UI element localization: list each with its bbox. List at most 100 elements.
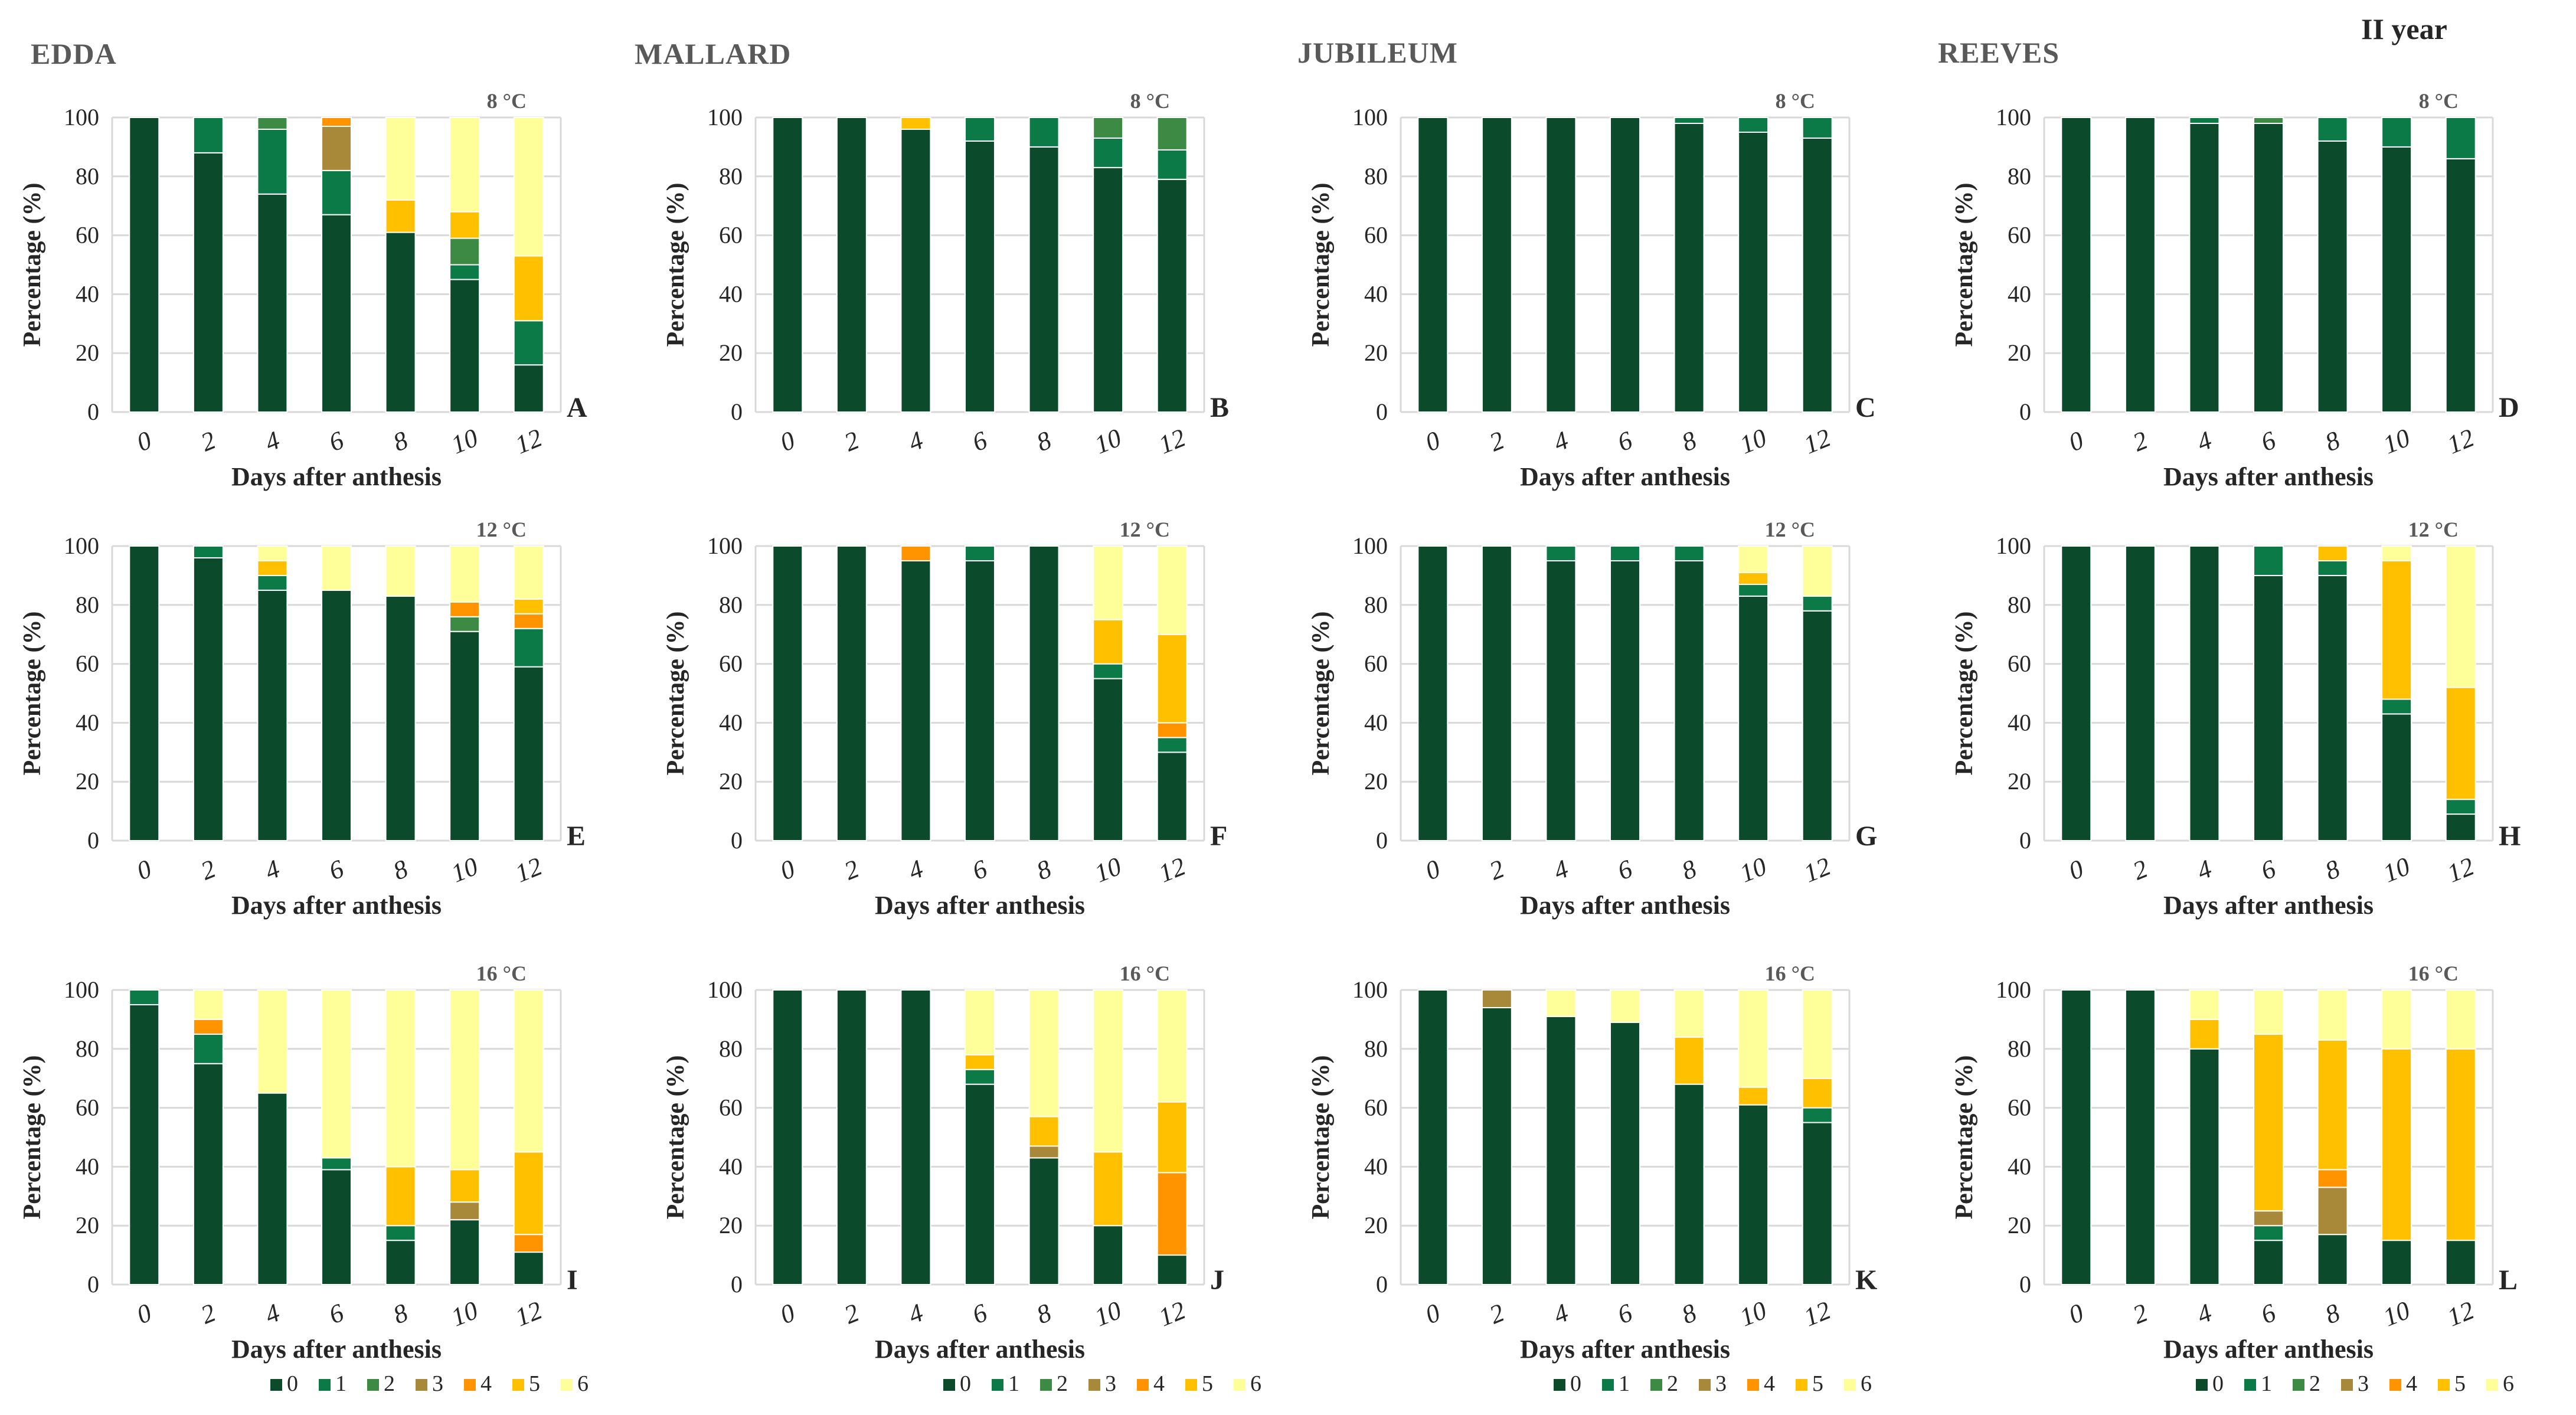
panel-letter: I [567,1264,578,1296]
x-tick-label: 2 [197,1298,220,1330]
x-tick-label: 2 [2129,1298,2152,1330]
chart-panel-h: 0 20 40 60 80 100 0 2 4 6 8 10 12 Days after anthesis… [1951,518,2521,920]
y-tick-label: 0 [87,1271,99,1298]
cultivar-title-reeves: REEVES [1938,36,2060,69]
y-axis-label: Percentage (%) [1951,612,1978,776]
bar-segment-day10-score2 [449,616,480,632]
y-tick-label: 60 [76,222,99,249]
y-tick-label: 60 [2008,651,2031,677]
bar-segment-day6-score1 [2253,545,2284,576]
legend-label: 2 [384,1371,395,1396]
bar-segment-day8-score1 [1673,117,1705,124]
bar-segment-day6-score6 [321,989,352,1159]
bar-segment-day10-score0 [1738,1104,1769,1285]
x-tick-label: 6 [325,1298,348,1330]
bar-segment-day12-score1 [2445,799,2476,815]
bar-segment-day10-score1 [1738,117,1769,133]
bar-segment-day12-score1 [1802,595,1833,612]
y-tick-label: 20 [76,339,99,366]
legend-label: 0 [960,1371,971,1396]
y-axis-label: Percentage (%) [19,612,46,776]
bar-segment-day2-score0 [836,117,867,413]
bar-segment-day4-score1 [2189,117,2220,124]
temperature-label: 8 °C [2419,89,2459,113]
figure-label: II year [2361,12,2447,45]
bar-segment-day6-score4 [321,117,352,127]
x-tick-label: 0 [776,1298,799,1330]
x-axis-label: Days after anthesis [231,462,442,491]
bar-segment-day12-score0 [1802,137,1833,413]
x-tick-label: 8 [1032,426,1055,457]
bar-segment-day12-score5 [1156,633,1188,724]
y-axis-label: Percentage (%) [1307,612,1335,776]
bar-segment-day10-score0 [449,630,480,841]
x-tick-label: 2 [1485,426,1508,457]
x-tick-label: 4 [1549,854,1573,886]
y-tick-label: 20 [76,1212,99,1238]
bar-segment-day8-score5 [1673,1036,1705,1085]
y-tick-label: 0 [2019,398,2031,425]
bar-segment-day8-score5 [385,1166,416,1227]
y-tick-label: 60 [1364,651,1388,677]
bar-segment-day10-score6 [1093,989,1124,1153]
bar-segment-day8-score5 [2317,1039,2348,1171]
x-tick-label: 8 [1678,1298,1701,1330]
bar-segment-day10-score1 [1738,583,1769,597]
legend-label: 2 [1057,1371,1068,1396]
legend-label: 6 [1250,1371,1261,1396]
bar-segment-day8-score0 [1028,545,1060,841]
bar-segment-day10-score2 [449,237,480,266]
bar-segment-day12-score5 [513,598,544,615]
bar-segment-day8-score1 [1028,117,1060,148]
bar-segment-day12-score5 [1802,1077,1833,1109]
y-axis-label: Percentage (%) [662,1055,689,1220]
y-tick-label: 80 [76,1035,99,1062]
bar-segment-day12-score6 [513,545,544,600]
legend-swatch [561,1379,573,1391]
bar-segment-day6-score6 [2253,989,2284,1035]
x-tick-label: 6 [1613,854,1636,886]
y-tick-label: 20 [1364,768,1388,795]
bar-segment-day12-score1 [1802,1107,1833,1123]
bar-segment-day4-score0 [900,560,931,841]
bar-segment-day10-score5 [1738,1086,1769,1106]
bar-segment-day8-score3 [1028,1145,1060,1159]
y-tick-label: 80 [2008,1035,2031,1062]
bar-segment-day4-score0 [900,128,931,413]
chart-panel-a: 0 20 40 60 80 100 0 2 4 6 8 10 12 Days after anthesis… [19,89,587,491]
legend-swatch [1185,1379,1197,1391]
y-tick-label: 20 [2008,768,2031,795]
x-tick-label: 2 [197,854,220,886]
y-tick-label: 0 [1376,1271,1388,1298]
y-tick-label: 40 [2008,1153,2031,1179]
x-axis-label: Days after anthesis [875,891,1085,920]
legend: 0 1 2 3 4 5 6 [270,1371,589,1396]
panel-letter: E [567,821,586,852]
bar-segment-day10-score6 [2381,545,2412,561]
bar-segment-day4-score5 [257,560,288,576]
bar-segment-day12-score0 [1156,1254,1188,1286]
y-tick-label: 60 [719,222,743,249]
panel-letter: A [567,392,587,423]
y-tick-label: 100 [707,976,743,1003]
legend-label: 5 [1202,1371,1213,1396]
chart-panel-i: 0 20 40 60 80 100 0 2 4 6 8 10 12 Days after anthesis… [19,962,578,1364]
bar-segment-day0-score0 [772,989,803,1285]
x-axis-label: Days after anthesis [1520,891,1730,920]
bar-segment-day12-score5 [2445,1048,2476,1241]
x-tick-label: 0 [1421,426,1444,457]
x-tick-label: 10 [1735,423,1770,460]
x-tick-label: 12 [2443,852,2478,888]
bar-segment-day12-score0 [2445,158,2476,413]
bar-segment-day10-score5 [1093,619,1124,665]
bar-segment-day10-score1 [1093,137,1124,168]
legend-swatch [1699,1379,1711,1391]
x-tick-label: 12 [1155,852,1189,888]
legend-swatch [319,1379,331,1391]
y-tick-label: 40 [2008,709,2031,736]
legend-label: 1 [1619,1371,1630,1396]
y-axis-label: Percentage (%) [1307,183,1335,347]
bar-segment-day10-score0 [449,1219,480,1285]
temperature-label: 12 °C [1120,518,1170,541]
x-tick-label: 0 [2065,426,2088,457]
